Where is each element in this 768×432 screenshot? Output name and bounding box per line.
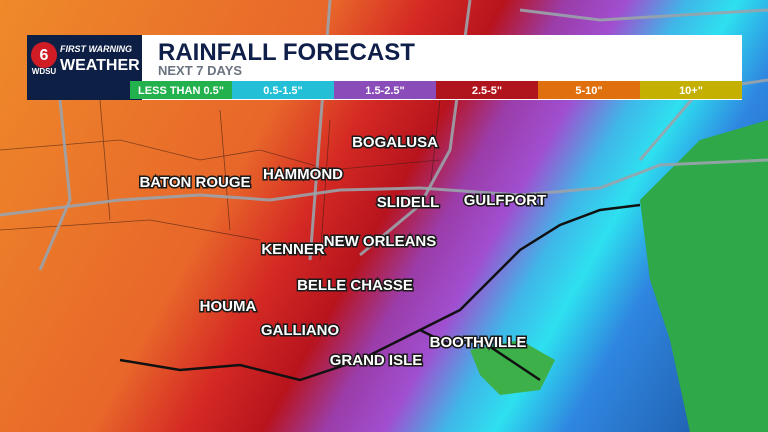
title: RAINFALL FORECAST bbox=[158, 39, 415, 66]
logo-channel: 6 bbox=[40, 47, 49, 64]
legend-swatch bbox=[130, 81, 232, 99]
legend-label: LESS THAN 0.5" bbox=[138, 85, 224, 97]
subtitle: NEXT 7 DAYS bbox=[158, 63, 242, 78]
land-east bbox=[640, 120, 768, 432]
legend-label: 10+" bbox=[679, 85, 703, 97]
logo-badge bbox=[31, 42, 57, 68]
coastline bbox=[119, 203, 641, 382]
logo-line2: WEATHER bbox=[60, 57, 140, 74]
city-label: BOOTHVILLE bbox=[430, 334, 527, 351]
legend-swatch bbox=[538, 81, 640, 99]
city-label: BELLE CHASSE bbox=[297, 277, 413, 294]
legend-swatch bbox=[436, 81, 538, 99]
city-label: HAMMOND bbox=[263, 166, 343, 183]
city-label: HOUMA bbox=[200, 298, 257, 315]
city-label: GRAND ISLE bbox=[330, 352, 423, 369]
legend-swatch bbox=[640, 81, 742, 99]
city-label: BOGALUSA bbox=[352, 134, 438, 151]
logo-brand: WDSU bbox=[32, 67, 57, 76]
city-label: KENNER bbox=[261, 241, 325, 258]
city-labels: BOGALUSA HAMMOND BATON ROUGE SLIDELL GUL… bbox=[138, 132, 548, 370]
parish-borders bbox=[0, 99, 441, 261]
legend-label: 0.5-1.5" bbox=[263, 85, 302, 97]
delta-green bbox=[470, 340, 555, 395]
city-label: GALLIANO bbox=[261, 322, 340, 339]
legend-label: 5-10" bbox=[575, 85, 602, 97]
city-label: GULFPORT bbox=[464, 192, 547, 209]
legend-label: 1.5-2.5" bbox=[365, 85, 404, 97]
city-label: BATON ROUGE bbox=[139, 174, 250, 191]
legend-swatch bbox=[334, 81, 436, 99]
city-label: NEW ORLEANS bbox=[324, 233, 437, 250]
legend: LESS THAN 0.5" 0.5-1.5" 1.5-2.5" 2.5-5" 5-10… bbox=[130, 81, 742, 99]
legend-label: 2.5-5" bbox=[472, 85, 502, 97]
legend-swatch bbox=[232, 81, 334, 99]
logo-line1: FIRST WARNING bbox=[60, 44, 132, 54]
city-label: SLIDELL bbox=[377, 194, 440, 211]
